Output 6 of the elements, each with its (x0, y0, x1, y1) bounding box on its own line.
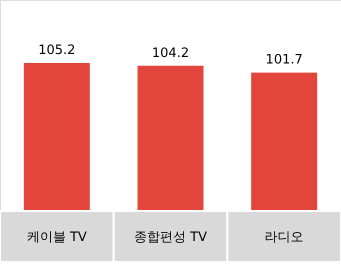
data-label: 104.2 (152, 46, 190, 61)
x-tick-label: 케이블 TV (26, 230, 87, 245)
data-label: 101.7 (266, 52, 303, 68)
x-tick-label: 라디오 (264, 230, 304, 245)
data-label: 105.2 (38, 43, 76, 58)
x-tick-label: 종합편성 TV (134, 230, 208, 245)
